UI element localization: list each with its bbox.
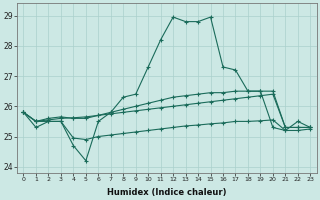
X-axis label: Humidex (Indice chaleur): Humidex (Indice chaleur) xyxy=(107,188,227,197)
